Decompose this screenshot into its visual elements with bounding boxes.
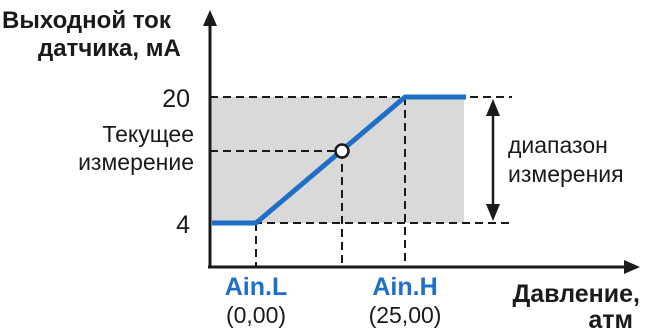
x-axis-arrow — [624, 260, 640, 274]
y-tick-20: 20 — [162, 85, 190, 113]
range-arrow-down — [486, 204, 500, 221]
x-axis-title-line1: Давление, — [512, 280, 640, 308]
ain-h-value: (25,00) — [369, 302, 442, 328]
range-label-line1: диапазон — [508, 132, 608, 158]
x-axis-title-line2: атм — [588, 306, 633, 330]
y-axis-title-line2: датчика, мА — [38, 35, 181, 62]
current-label-line1: Текущее — [102, 121, 194, 147]
y-axis-title-line1: Выходной ток — [2, 7, 172, 34]
current-measurement-point — [334, 143, 350, 159]
ain-l-value: (0,00) — [226, 302, 286, 328]
ain-l-label: Ain.L — [225, 273, 288, 301]
current-label-line2: измерение — [78, 149, 194, 175]
output-characteristic-line — [212, 94, 466, 226]
ain-h-label: Ain.H — [372, 273, 437, 301]
measurement-range-shade — [210, 97, 464, 223]
y-axis-arrow — [203, 10, 217, 26]
range-label-line2: измерения — [508, 161, 624, 187]
y-tick-4: 4 — [176, 211, 190, 239]
range-arrow-up — [486, 99, 500, 116]
